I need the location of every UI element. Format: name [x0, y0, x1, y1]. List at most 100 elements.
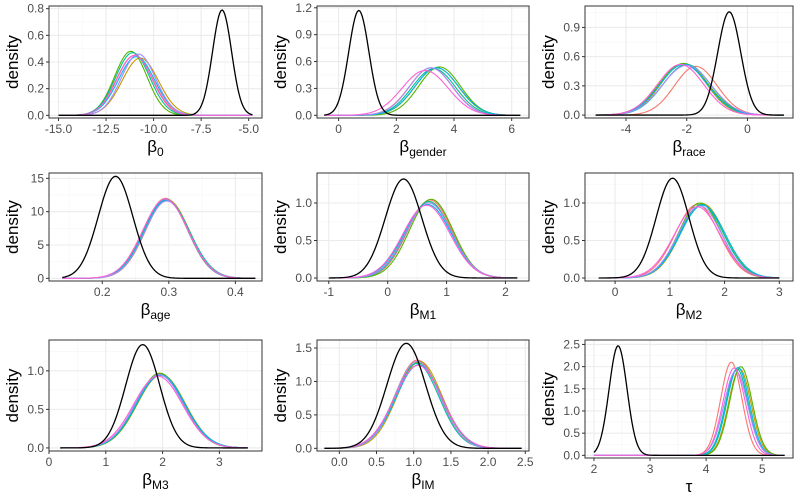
chain-density-curve: [62, 198, 256, 279]
y-axis-title: density: [539, 372, 558, 426]
x-axis-title: βM1: [410, 300, 437, 322]
x-tick-label: 0: [744, 122, 751, 136]
x-tick-label: 2.0: [480, 455, 497, 469]
x-axis-subscript: M1: [420, 308, 437, 322]
panel-background: [585, 173, 793, 281]
y-tick-label: 0.5: [295, 408, 312, 422]
x-tick-label: 1.5: [443, 455, 460, 469]
y-tick-label: 0.0: [295, 271, 312, 285]
chain-density-curve: [598, 206, 780, 279]
y-axis-title: density: [3, 35, 22, 89]
panel-background: [49, 340, 262, 451]
x-tick-label: 1: [102, 455, 109, 469]
panel-beta_gender: 0 2 4 6 0.0 0.3 0.6 0.9 1.2 density βgender: [271, 1, 530, 159]
x-tick-label: -1: [323, 285, 334, 299]
x-axis-title: βgender: [399, 137, 446, 159]
y-tick-label: 0.0: [563, 271, 580, 285]
y-axis-title: density: [539, 35, 558, 89]
chain-density-curve: [324, 69, 521, 116]
y-tick-label: 0.6: [27, 28, 44, 42]
panel-beta0: -15.0 -12.5 -10.0 -7.5 -5.0 0.0 0.2 0.4 0.6 0.8 de…: [3, 2, 263, 159]
x-tick-label: -2: [681, 122, 692, 136]
y-tick-label: 0.0: [295, 108, 312, 122]
x-tick-label: 2: [502, 285, 509, 299]
panel-background: [585, 6, 793, 118]
panel-border: [584, 339, 794, 459]
y-tick-label: 5: [37, 238, 44, 252]
x-tick-label: -4: [621, 122, 632, 136]
x-tick-label: 1: [666, 285, 673, 299]
y-tick-label: 1.0: [563, 196, 580, 210]
y-tick-label: 0.3: [295, 81, 312, 95]
x-tick-label: 6: [508, 122, 515, 136]
y-axis-title: density: [271, 35, 290, 89]
panel-beta_m3: 0 1 2 3 0.0 0.5 1.0 density βM3: [3, 339, 263, 492]
x-tick-label: 5: [759, 462, 766, 476]
x-axis-title: βM2: [676, 300, 703, 322]
y-tick-label: 2.0: [563, 360, 580, 374]
y-tick-label: 0.5: [27, 402, 44, 416]
x-tick-label: 4: [451, 122, 458, 136]
x-axis-subscript: age: [150, 308, 170, 322]
y-tick-label: 1.0: [295, 196, 312, 210]
x-tick-label: 1: [443, 285, 450, 299]
y-tick-label: 1.5: [563, 382, 580, 396]
y-tick-label: 0.2: [27, 82, 44, 96]
y-tick-label: 0.0: [27, 108, 44, 122]
reference-density-curve: [60, 343, 248, 449]
panel-beta_race: -4 -2 0 0.0 0.3 0.6 0.9 density βrace: [539, 5, 794, 159]
x-tick-label: 2: [591, 462, 598, 476]
y-tick-label: 0.6: [563, 50, 580, 64]
x-tick-label: 2: [159, 455, 166, 469]
panel-border: [584, 5, 794, 119]
chain-density-curve: [58, 54, 253, 116]
reference-density-curve: [595, 11, 784, 116]
y-tick-label: 2.5: [563, 337, 580, 351]
reference-density-curve: [58, 9, 253, 116]
reference-density-curve: [593, 345, 785, 456]
x-axis-title: τ: [686, 477, 693, 496]
x-tick-label: 0: [612, 285, 619, 299]
x-tick-label: -5.0: [238, 122, 259, 136]
chain-density-curve: [595, 64, 784, 116]
x-axis-title: β0: [147, 137, 164, 159]
x-tick-label: 2.5: [517, 455, 534, 469]
y-tick-label: 0.5: [563, 234, 580, 248]
x-axis-subscript: race: [682, 145, 706, 159]
panel-border: [48, 172, 263, 282]
y-axis-title: density: [271, 200, 290, 254]
panel-background: [317, 173, 529, 281]
y-tick-label: 1.0: [27, 364, 44, 378]
x-tick-label: 2: [721, 285, 728, 299]
x-tick-label: 0.5: [368, 455, 385, 469]
panel-border: [584, 172, 794, 282]
chain-density-curve: [328, 204, 518, 279]
x-axis-subscript: IM: [421, 478, 434, 492]
x-tick-label: 2: [393, 122, 400, 136]
x-tick-label: 0: [335, 122, 342, 136]
y-tick-label: 0.5: [563, 426, 580, 440]
panel-beta_m2: 0 1 2 3 0.0 0.5 1.0 density βM2: [539, 172, 794, 322]
y-tick-label: 1.0: [295, 374, 312, 388]
x-tick-label: 0.4: [227, 285, 244, 299]
panel-beta_age: 0.2 0.3 0.4 0 5 10 15 density βage: [3, 171, 263, 322]
x-tick-label: -12.5: [92, 122, 120, 136]
x-tick-label: -7.5: [191, 122, 212, 136]
reference-density-curve: [324, 9, 521, 116]
y-tick-label: 1.0: [563, 404, 580, 418]
y-tick-label: 1.2: [295, 1, 312, 15]
reference-density-curve: [328, 178, 518, 279]
y-tick-label: 0.9: [295, 28, 312, 42]
y-axis-title: density: [3, 200, 22, 254]
y-tick-label: 0.0: [563, 108, 580, 122]
x-tick-label: 0.3: [160, 285, 177, 299]
x-axis-subscript: M2: [686, 308, 703, 322]
y-tick-label: 0.6: [295, 55, 312, 69]
y-tick-label: 10: [31, 205, 45, 219]
x-tick-label: 4: [703, 462, 710, 476]
y-axis-title: density: [539, 200, 558, 254]
x-tick-label: 3: [647, 462, 654, 476]
x-tick-label: 3: [216, 455, 223, 469]
y-axis-title: density: [271, 368, 290, 422]
